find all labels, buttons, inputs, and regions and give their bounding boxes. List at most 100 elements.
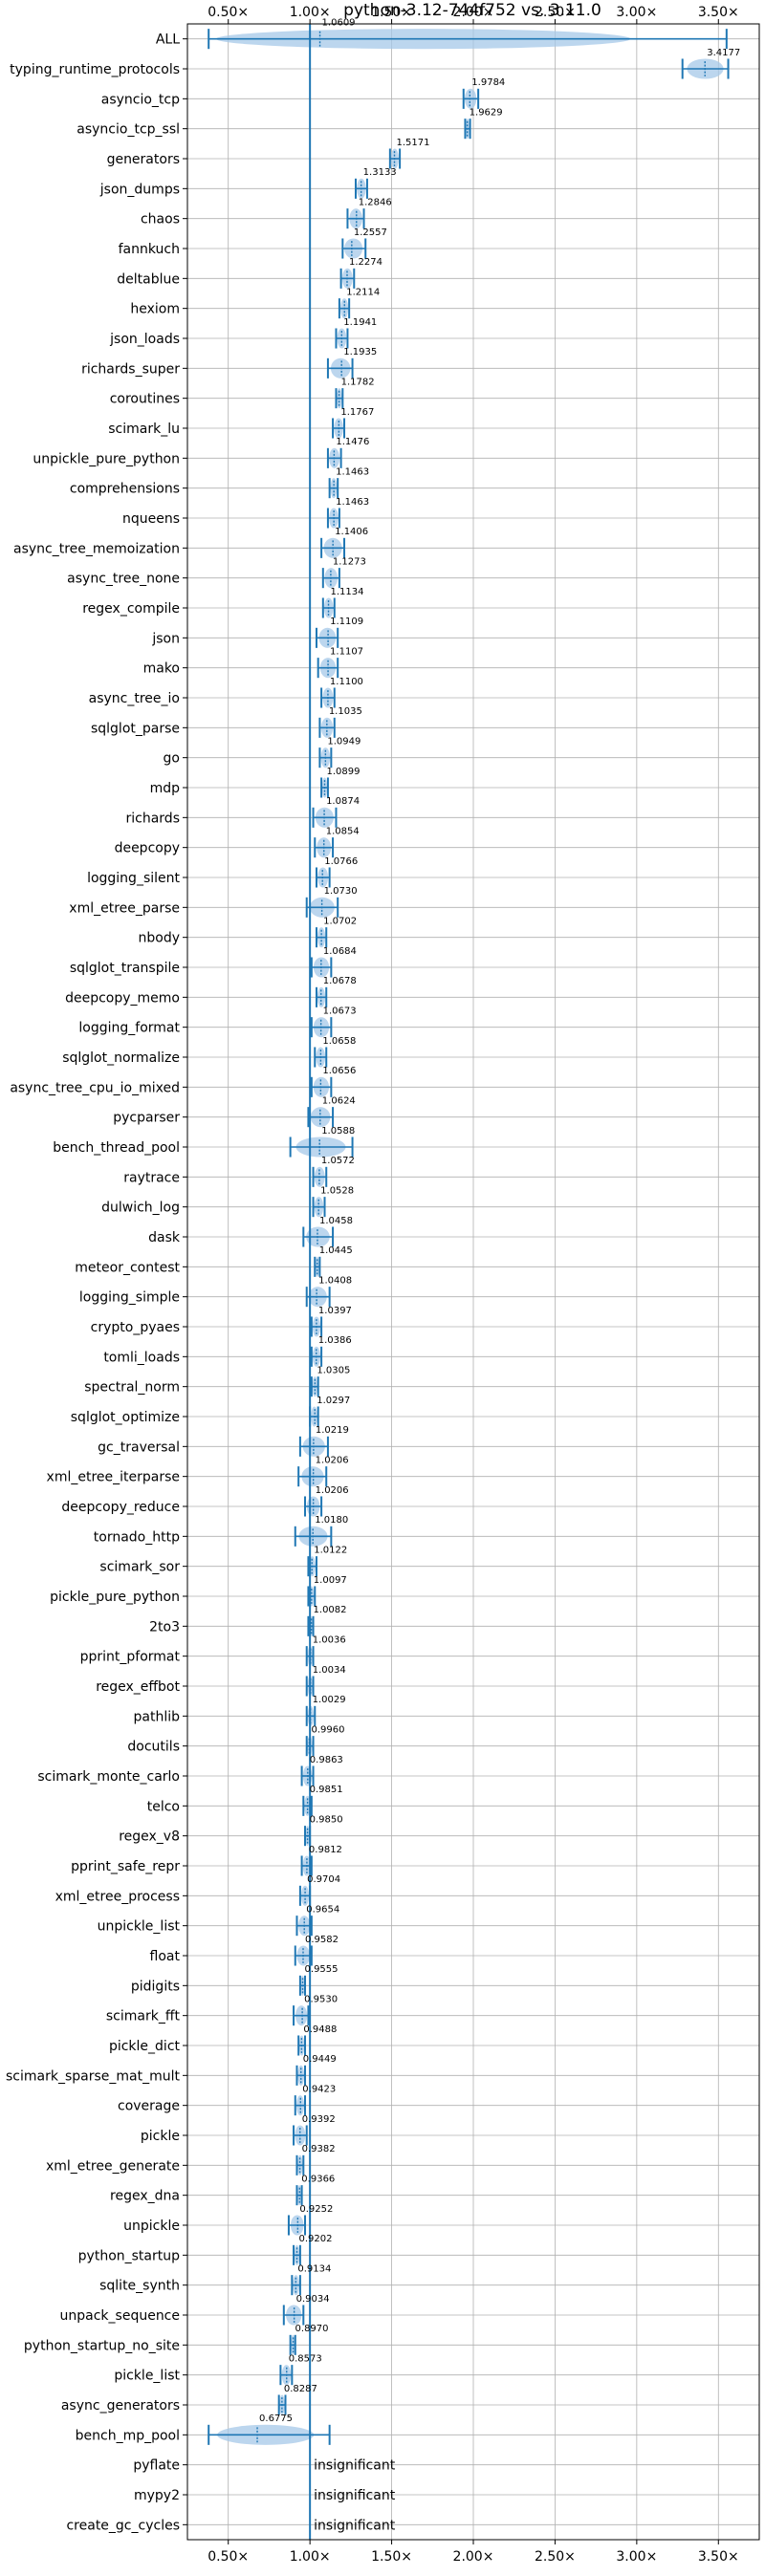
category-label: async_tree_io <box>89 691 180 706</box>
category-label: scimark_sparse_mat_mult <box>6 2068 180 2084</box>
category-label: logging_silent <box>87 871 180 886</box>
value-label: 1.1782 <box>341 378 375 388</box>
category-label: python_startup_no_site <box>24 2338 180 2353</box>
value-label: 1.5171 <box>396 138 429 148</box>
value-label: 1.0097 <box>314 1575 347 1586</box>
x-tick-label-bottom: 2.00× <box>453 2549 494 2565</box>
value-label: 1.0386 <box>318 1335 352 1346</box>
category-label: asyncio_tcp <box>101 92 180 107</box>
category-label: pyflate <box>133 2458 180 2474</box>
value-label: 1.0766 <box>324 856 358 867</box>
value-label: 1.1463 <box>336 467 369 478</box>
x-tick-label-bottom: 3.50× <box>698 2549 739 2565</box>
category-label: docutils <box>127 1740 180 1755</box>
value-label: 0.9134 <box>297 2264 331 2275</box>
category-label: scimark_sor <box>99 1560 180 1575</box>
value-label: 1.0036 <box>313 1635 346 1646</box>
category-label: asyncio_tcp_ssl <box>76 122 180 138</box>
category-label: dask <box>148 1230 181 1245</box>
value-label: 1.1100 <box>330 677 363 687</box>
category-label: async_tree_memoization <box>13 541 180 556</box>
category-label: sqlglot_transpile <box>70 961 180 976</box>
value-label: 0.9423 <box>302 2085 336 2095</box>
value-label: 1.0408 <box>318 1276 352 1287</box>
category-label: meteor_contest <box>75 1260 180 1275</box>
insignificant-label: insignificant <box>314 2458 396 2474</box>
category-label: sqlglot_normalize <box>62 1050 180 1066</box>
value-label: 0.9202 <box>299 2234 333 2244</box>
value-label: 0.8573 <box>289 2354 322 2365</box>
category-label: pprint_safe_repr <box>71 1859 180 1874</box>
value-label: 1.0572 <box>321 1156 355 1166</box>
value-label: 1.1134 <box>331 587 364 597</box>
category-label: pickle <box>141 2129 180 2144</box>
category-label: float <box>150 1949 181 1964</box>
value-label: 0.9654 <box>306 1905 339 1916</box>
category-label: json_dumps <box>99 182 180 197</box>
category-label: unpack_sequence <box>60 2308 180 2324</box>
x-tick-label-top: 0.50× <box>208 5 249 20</box>
value-label: 1.0624 <box>322 1096 356 1107</box>
category-label: scimark_monte_carlo <box>37 1769 180 1785</box>
category-label: mypy2 <box>134 2488 180 2503</box>
category-label: 2to3 <box>149 1619 180 1634</box>
x-tick-label-top: 3.00× <box>616 5 657 20</box>
category-label: pidigits <box>131 1979 180 1994</box>
category-label: deepcopy_reduce <box>61 1500 180 1515</box>
value-label: 1.0609 <box>322 18 356 29</box>
category-label: create_gc_cycles <box>66 2518 180 2533</box>
value-label: 1.1941 <box>343 317 377 328</box>
category-label: richards <box>126 811 181 826</box>
value-label: 0.9863 <box>310 1755 343 1765</box>
value-label: 1.3133 <box>363 167 397 178</box>
value-label: 1.0528 <box>320 1186 354 1197</box>
plot-frame <box>186 23 760 2541</box>
category-label: pickle_dict <box>109 2039 181 2054</box>
value-label: 1.0658 <box>322 1036 356 1047</box>
value-label: 1.1767 <box>340 407 374 418</box>
category-label: regex_compile <box>82 601 180 617</box>
category-label: coroutines <box>110 392 180 407</box>
category-label: ALL <box>156 32 180 48</box>
value-label: 1.0874 <box>326 796 360 807</box>
value-label: 1.0122 <box>314 1546 347 1556</box>
category-label: nqueens <box>122 511 180 527</box>
x-tick-label-bottom: 2.50× <box>535 2549 576 2565</box>
value-label: 1.0702 <box>323 917 357 927</box>
category-label: gc_traversal <box>98 1440 180 1455</box>
value-label: 1.1035 <box>329 706 362 717</box>
category-label: nbody <box>139 931 181 946</box>
x-tick-label-top: 1.00× <box>290 5 331 20</box>
category-label: bench_thread_pool <box>53 1140 180 1156</box>
category-label: regex_effbot <box>96 1679 180 1695</box>
category-label: scimark_fft <box>106 2009 181 2024</box>
category-label: mdp <box>150 781 181 796</box>
category-label: python_startup <box>78 2248 180 2263</box>
category-label: scimark_lu <box>108 422 180 437</box>
value-label: 1.1109 <box>330 617 363 627</box>
value-label: 1.0730 <box>324 886 358 897</box>
value-label: 1.1406 <box>335 527 368 537</box>
category-label: fannkuch <box>119 242 180 257</box>
category-label: typing_runtime_protocols <box>10 62 180 77</box>
category-label: go <box>164 751 180 767</box>
category-label: telco <box>147 1799 180 1814</box>
category-label: async_generators <box>61 2398 180 2414</box>
category-label: xml_etree_iterparse <box>47 1470 180 1485</box>
value-label: 1.1463 <box>336 497 369 508</box>
category-label: regex_dna <box>110 2189 180 2204</box>
value-label: 1.1273 <box>333 557 366 568</box>
value-label: 1.2114 <box>346 288 380 298</box>
category-label: xml_etree_parse <box>69 900 180 916</box>
value-label: 0.9366 <box>301 2175 335 2185</box>
value-label: 1.0656 <box>322 1066 356 1076</box>
category-label: unpickle <box>123 2219 180 2234</box>
category-label: crypto_pyaes <box>91 1320 180 1335</box>
value-label: 1.0206 <box>316 1456 349 1466</box>
value-label: 1.0445 <box>319 1245 353 1256</box>
value-label: 1.0219 <box>316 1425 349 1436</box>
category-label: raytrace <box>123 1170 180 1185</box>
marks-layer <box>208 24 730 2540</box>
